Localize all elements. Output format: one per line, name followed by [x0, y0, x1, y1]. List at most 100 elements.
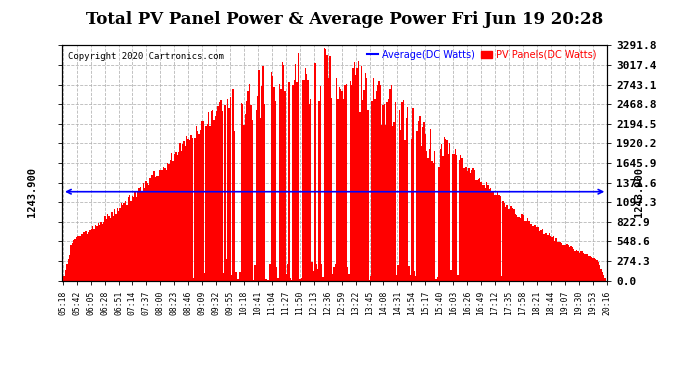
Bar [202, 121, 204, 280]
Bar [354, 62, 355, 280]
Bar [65, 270, 66, 280]
Bar [302, 80, 304, 280]
Bar [170, 160, 171, 280]
Bar [299, 279, 301, 280]
Bar [457, 275, 459, 280]
Bar [431, 160, 433, 280]
Bar [228, 108, 230, 280]
Bar [197, 131, 199, 280]
Bar [130, 201, 132, 280]
Bar [415, 276, 417, 280]
Bar [265, 279, 266, 280]
Bar [252, 120, 253, 280]
Bar [307, 80, 308, 280]
Bar [424, 134, 426, 280]
Bar [430, 129, 431, 280]
Bar [375, 91, 377, 280]
Bar [317, 269, 318, 280]
Bar [477, 179, 479, 280]
Bar [343, 99, 344, 280]
Bar [380, 85, 381, 280]
Bar [472, 168, 473, 280]
Bar [199, 130, 201, 280]
Bar [107, 214, 108, 280]
Bar [423, 122, 424, 280]
Bar [129, 195, 130, 280]
Bar [413, 108, 414, 280]
Bar [358, 62, 359, 280]
Bar [195, 138, 196, 280]
Bar [528, 221, 529, 280]
Bar [553, 236, 554, 280]
Bar [462, 158, 463, 280]
Bar [386, 102, 388, 280]
Bar [573, 249, 575, 280]
Bar [569, 247, 571, 280]
Bar [66, 264, 68, 280]
Bar [359, 112, 361, 280]
Bar [325, 50, 326, 280]
Bar [84, 231, 86, 280]
Bar [427, 158, 428, 280]
Bar [122, 205, 124, 280]
Bar [543, 234, 544, 280]
Bar [523, 215, 524, 280]
Bar [92, 226, 93, 280]
Bar [576, 250, 578, 280]
Bar [280, 90, 282, 280]
Bar [205, 126, 206, 280]
Bar [337, 99, 339, 280]
Bar [298, 53, 299, 280]
Bar [396, 275, 397, 280]
Bar [357, 68, 358, 280]
Bar [414, 272, 415, 280]
Bar [209, 126, 210, 280]
Bar [193, 278, 195, 280]
Bar [269, 264, 270, 280]
Bar [589, 256, 591, 280]
Bar [422, 127, 423, 280]
Bar [362, 100, 363, 280]
Bar [245, 114, 246, 280]
Bar [392, 126, 393, 280]
Bar [384, 104, 385, 280]
Bar [172, 161, 174, 280]
Bar [288, 82, 290, 280]
Bar [407, 106, 408, 280]
Bar [378, 81, 380, 280]
Bar [480, 182, 482, 280]
Bar [181, 150, 182, 280]
Bar [578, 251, 579, 280]
Bar [538, 227, 539, 280]
Bar [216, 111, 217, 280]
Bar [446, 140, 448, 280]
Bar [83, 232, 84, 280]
Bar [227, 99, 228, 280]
Bar [149, 177, 150, 280]
Bar [79, 236, 80, 280]
Bar [486, 182, 487, 280]
Bar [328, 78, 329, 280]
Bar [366, 78, 367, 280]
Bar [125, 201, 126, 280]
Bar [140, 187, 141, 280]
Bar [342, 91, 343, 280]
Bar [463, 168, 464, 280]
Bar [257, 96, 258, 280]
Bar [186, 136, 188, 280]
Bar [363, 90, 364, 280]
Bar [201, 121, 202, 280]
Bar [161, 170, 163, 280]
Bar [520, 218, 522, 280]
Bar [101, 224, 103, 280]
Bar [494, 195, 495, 280]
Bar [452, 154, 453, 280]
Bar [471, 171, 472, 280]
Bar [324, 48, 325, 280]
Bar [133, 197, 135, 280]
Bar [314, 63, 315, 280]
Bar [196, 126, 197, 280]
Bar [226, 259, 227, 280]
Bar [445, 139, 446, 280]
Bar [88, 232, 90, 280]
